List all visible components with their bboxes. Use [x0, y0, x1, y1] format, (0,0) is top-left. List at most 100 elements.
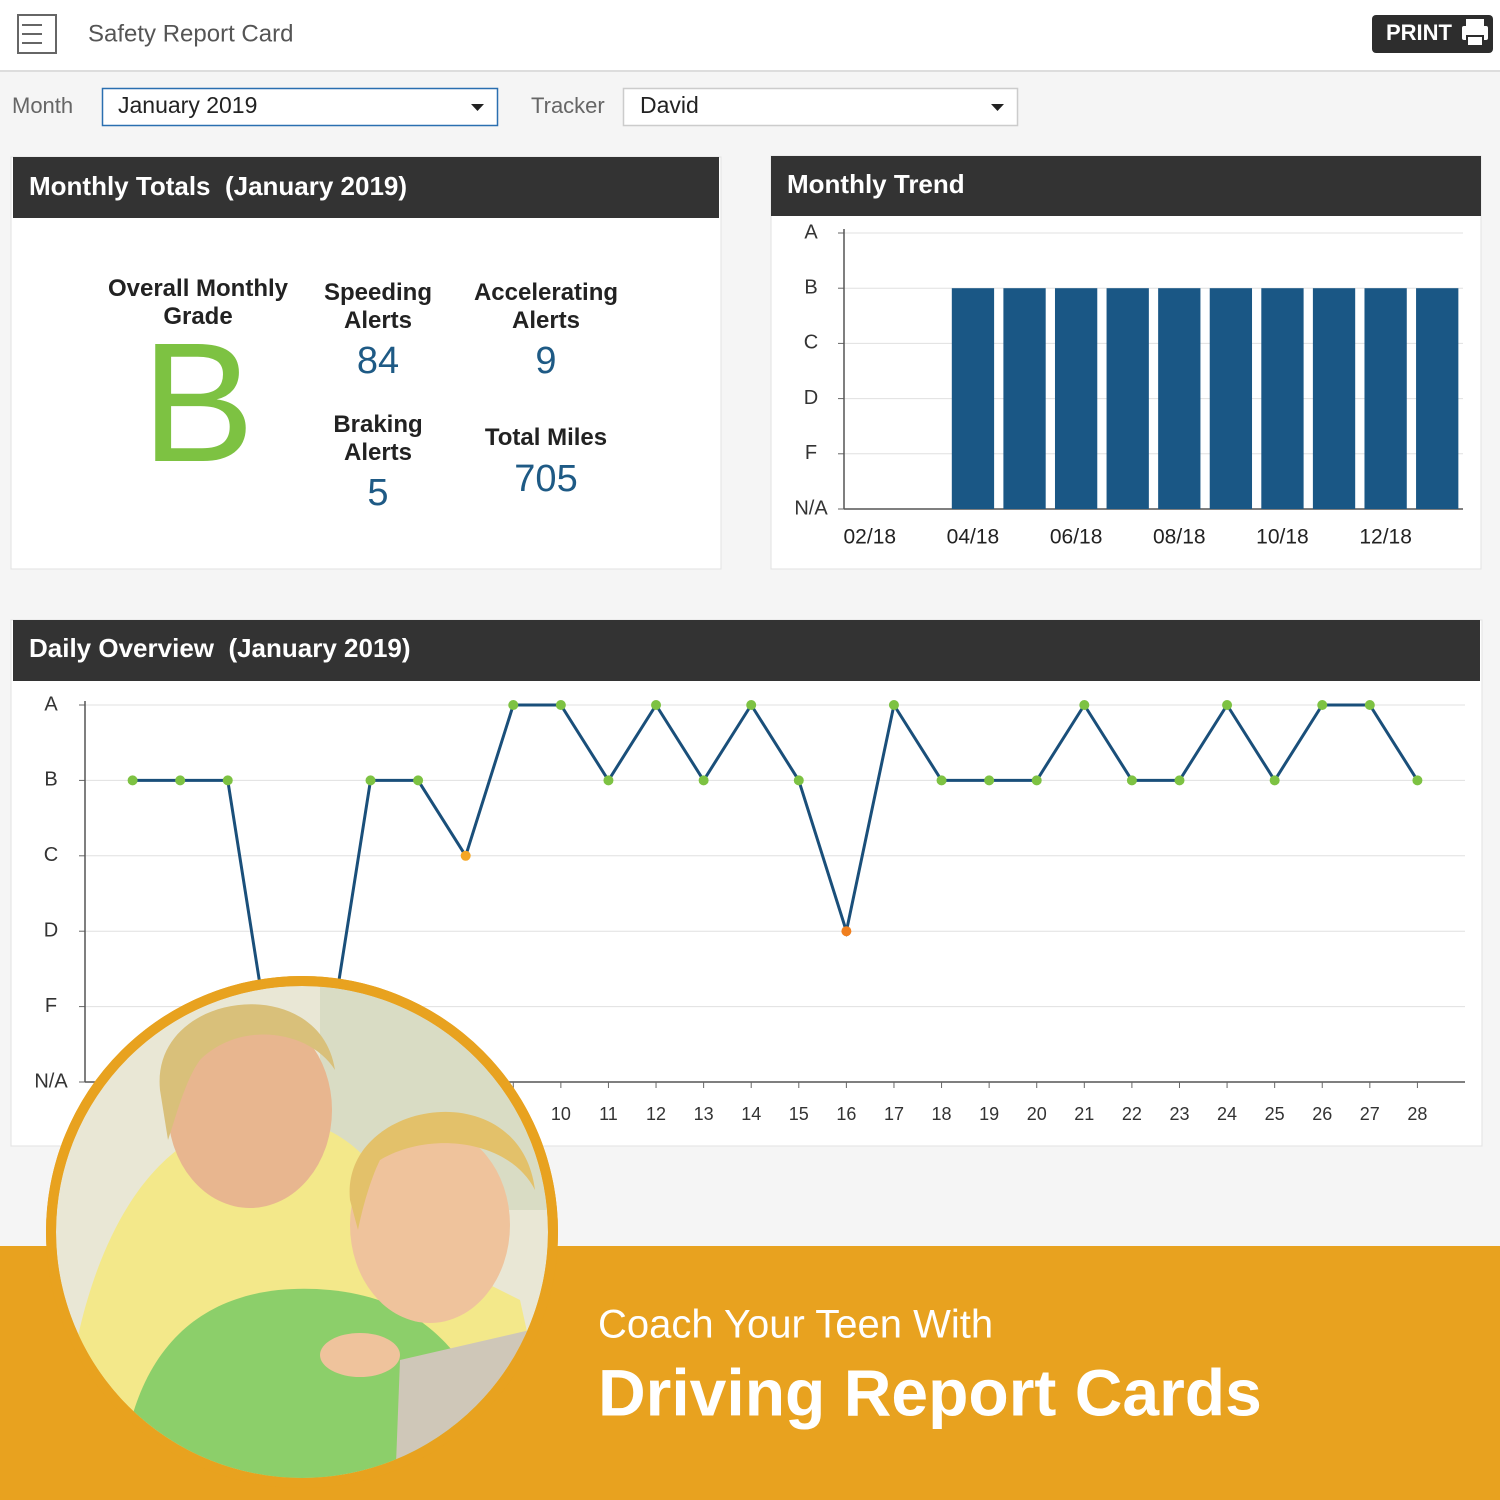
x-tick-label: 28 [1407, 1104, 1427, 1124]
y-tick-label: D [804, 387, 818, 409]
stat-value: 705 [514, 458, 578, 500]
x-tick-label: 20 [1027, 1104, 1047, 1124]
tracker-value[interactable]: David [640, 92, 699, 118]
month-select[interactable]: January 2019 [101, 87, 499, 127]
point [1269, 775, 1280, 786]
point [936, 775, 947, 786]
y-tick-label: C [804, 332, 818, 354]
month-label: Month [12, 93, 73, 118]
x-tick-label: 04/18 [947, 526, 1000, 549]
x-tick-label: 11 [599, 1104, 618, 1124]
stat-value: 9 [535, 340, 557, 382]
point [413, 775, 424, 786]
point [651, 700, 662, 710]
stat-label: Total Miles [484, 424, 608, 451]
x-tick-label: 12 [646, 1104, 666, 1124]
y-tick-label: F [45, 995, 57, 1017]
bar [1106, 288, 1149, 509]
x-tick-label: 15 [789, 1104, 809, 1124]
bar [1054, 288, 1098, 509]
print-label[interactable]: PRINT [1386, 20, 1453, 45]
x-tick-label: 10 [551, 1104, 571, 1124]
point [1126, 775, 1137, 786]
point [1222, 700, 1233, 710]
point [222, 775, 233, 786]
y-tick-label: A [804, 221, 818, 243]
point [1364, 700, 1375, 710]
y-tick-label: C [44, 844, 58, 866]
point [841, 926, 852, 937]
x-tick-label: 12/18 [1359, 526, 1412, 549]
point [127, 775, 138, 786]
top-bar [0, 0, 1500, 70]
point [1412, 775, 1423, 786]
tracker-select[interactable]: David [622, 87, 1019, 127]
point [555, 700, 566, 710]
stat-label: Accelerating Alerts [473, 279, 619, 334]
point [746, 700, 757, 710]
x-tick-label: 22 [1122, 1104, 1142, 1124]
stat-label: Braking Alerts [333, 411, 423, 466]
stat-label: Speeding Alerts [323, 279, 432, 334]
y-tick-label: A [44, 693, 58, 715]
panel-title: Daily Overview (January 2019) [29, 633, 411, 663]
point [365, 775, 376, 786]
x-tick-label: 27 [1360, 1104, 1380, 1124]
point [793, 775, 804, 786]
app-title: Safety Report Card [88, 20, 293, 47]
photo [56, 986, 548, 1478]
x-tick-label: 25 [1265, 1104, 1285, 1124]
x-tick-label: 14 [741, 1104, 761, 1124]
point [460, 850, 471, 861]
x-tick-label: 18 [932, 1104, 952, 1124]
x-tick-label: 17 [884, 1104, 904, 1124]
bar [1364, 288, 1407, 509]
photo-border [46, 976, 558, 1488]
bar [1158, 288, 1201, 509]
point [698, 775, 709, 786]
menu-icon[interactable] [17, 14, 57, 54]
y-tick-label: F [805, 442, 817, 464]
x-tick-label: 13 [694, 1104, 714, 1124]
y-tick-label: D [44, 919, 58, 941]
x-tick-label: 26 [1312, 1104, 1332, 1124]
point [508, 700, 519, 710]
point [1079, 700, 1090, 710]
y-tick-label: B [44, 769, 57, 791]
x-tick-label: 08/18 [1153, 526, 1206, 549]
bar [951, 288, 995, 509]
bar [1261, 288, 1304, 509]
print-button[interactable]: PRINT [1372, 15, 1493, 53]
x-tick-label: 24 [1217, 1104, 1237, 1124]
stat-label: Overall Monthly Grade [107, 275, 289, 330]
bar [1003, 288, 1046, 509]
x-tick-label: 23 [1169, 1104, 1189, 1124]
panel-title: Monthly Totals (January 2019) [29, 171, 408, 201]
x-tick-label: 19 [979, 1104, 999, 1124]
point [1174, 775, 1185, 786]
point [984, 775, 995, 786]
point [603, 775, 614, 786]
line [132, 701, 1419, 1084]
stat-value: 84 [356, 340, 400, 382]
panel-title: Monthly Trend [787, 169, 965, 199]
month-value[interactable]: January 2019 [118, 92, 257, 118]
point [1317, 700, 1328, 710]
stat-value: 5 [367, 472, 389, 514]
bar [1209, 288, 1253, 509]
banner-subtitle: Coach Your Teen With [598, 1303, 993, 1347]
x-tick-label: 02/18 [844, 526, 897, 549]
x-tick-label: 16 [836, 1104, 856, 1124]
x-tick-label: 21 [1074, 1104, 1094, 1124]
x-tick-label: 06/18 [1050, 526, 1103, 549]
point [1031, 775, 1042, 786]
bar [1416, 288, 1459, 509]
x-tick-label: 10/18 [1256, 526, 1309, 549]
y-tick-label: B [804, 276, 817, 298]
top-bar-shadow [0, 70, 1500, 72]
grade: B [141, 308, 255, 498]
point [175, 775, 186, 786]
y-tick-label: N/A [34, 1070, 68, 1092]
